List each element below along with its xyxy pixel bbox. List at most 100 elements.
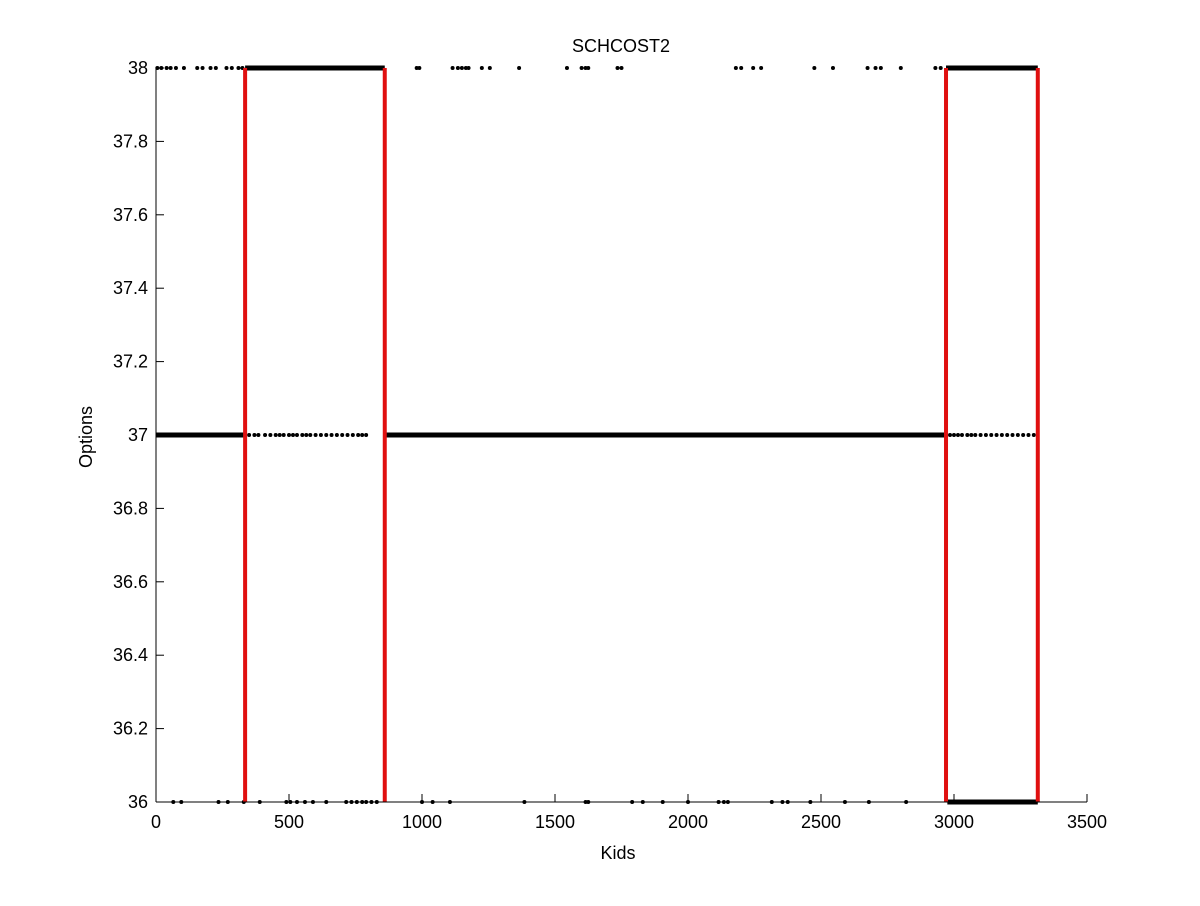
y-axis-label: Options	[76, 406, 96, 468]
dense-data-points	[245, 65, 385, 71]
data-point	[236, 66, 241, 70]
y-tick-label: 37.6	[113, 205, 148, 225]
data-point	[579, 66, 584, 70]
data-point	[308, 433, 313, 437]
y-tick-label: 36.4	[113, 645, 148, 665]
x-axis-label: Kids	[600, 843, 635, 863]
x-tick-label: 3000	[934, 812, 974, 832]
x-tick-label: 1000	[402, 812, 442, 832]
data-point	[300, 433, 305, 437]
data-point	[959, 433, 964, 437]
data-point	[263, 433, 268, 437]
dense-data-points	[156, 432, 247, 438]
y-tick-label: 38	[128, 58, 148, 78]
data-point	[1010, 433, 1015, 437]
data-point	[739, 66, 744, 70]
data-point	[168, 66, 173, 70]
data-point	[1015, 433, 1020, 437]
y-tick-labels: 36 36.2 36.4 36.6 36.8 37 37.2 37.4 37.6 37.8 38	[113, 58, 148, 812]
data-point	[994, 433, 999, 437]
x-tick-labels: 0 500 1000 1500 2000 2500 3000 3500	[151, 812, 1107, 832]
y-tick-label: 36.2	[113, 719, 148, 739]
data-point	[969, 433, 974, 437]
data-point	[334, 433, 339, 437]
data-point	[1021, 433, 1026, 437]
y-tick-label: 37	[128, 425, 148, 445]
data-point	[224, 66, 229, 70]
data-point	[229, 66, 234, 70]
data-point	[318, 433, 323, 437]
data-point	[281, 433, 286, 437]
data-point	[878, 66, 883, 70]
data-point	[830, 66, 835, 70]
data-point	[615, 66, 620, 70]
data-point	[417, 66, 422, 70]
data-point	[459, 66, 464, 70]
data-point	[898, 66, 903, 70]
data-point	[313, 433, 318, 437]
data-point	[290, 433, 295, 437]
data-point	[455, 66, 460, 70]
data-point	[517, 66, 522, 70]
data-point	[479, 66, 484, 70]
data-point	[978, 433, 983, 437]
y-tick-label: 36.6	[113, 572, 148, 592]
data-point	[329, 433, 334, 437]
data-point	[256, 433, 261, 437]
x-tick-label: 3500	[1067, 812, 1107, 832]
x-tick-label: 1500	[535, 812, 575, 832]
y-tick-label: 36.8	[113, 498, 148, 518]
data-point	[999, 433, 1004, 437]
data-point	[952, 433, 956, 437]
data-point	[304, 433, 309, 437]
data-point	[294, 433, 299, 437]
data-point	[324, 433, 329, 437]
x-tick-label: 2500	[801, 812, 841, 832]
data-point	[865, 66, 870, 70]
y-tick-label: 36	[128, 792, 148, 812]
data-point	[364, 433, 369, 437]
data-point	[751, 66, 756, 70]
data-point	[450, 66, 455, 70]
vertical-lines	[243, 68, 1040, 802]
x-tick-label: 2000	[668, 812, 708, 832]
data-point	[759, 66, 764, 70]
x-tick-label: 0	[151, 812, 161, 832]
data-point	[466, 66, 471, 70]
x-tick-label: 500	[274, 812, 304, 832]
data-point	[208, 66, 213, 70]
chart-title: SCHCOST2	[572, 36, 670, 56]
data-point	[955, 433, 960, 437]
data-point	[350, 433, 355, 437]
data-point	[273, 433, 278, 437]
data-point	[965, 433, 970, 437]
data-point	[586, 66, 591, 70]
data-point	[733, 66, 738, 70]
y-tick-label: 37.8	[113, 131, 148, 151]
data-point	[487, 66, 492, 70]
data-point	[164, 66, 169, 70]
data-point	[1005, 433, 1010, 437]
data-point	[933, 66, 938, 70]
data-point	[948, 433, 953, 437]
data-point	[619, 66, 624, 70]
data-point	[181, 66, 186, 70]
data-point	[564, 66, 569, 70]
data-point	[200, 66, 205, 70]
data-point	[1026, 433, 1031, 437]
data-point	[340, 433, 345, 437]
data-point	[812, 66, 817, 70]
data-point	[252, 433, 257, 437]
data-point	[195, 66, 200, 70]
axes	[155, 68, 1087, 803]
data-point	[345, 433, 350, 437]
data-point	[247, 433, 252, 437]
data-point	[277, 433, 282, 437]
y-tick-label: 37.4	[113, 278, 148, 298]
data-point	[159, 66, 164, 70]
data-point	[356, 433, 361, 437]
data-point	[287, 433, 291, 437]
data-point	[213, 66, 218, 70]
data-point	[360, 433, 365, 437]
